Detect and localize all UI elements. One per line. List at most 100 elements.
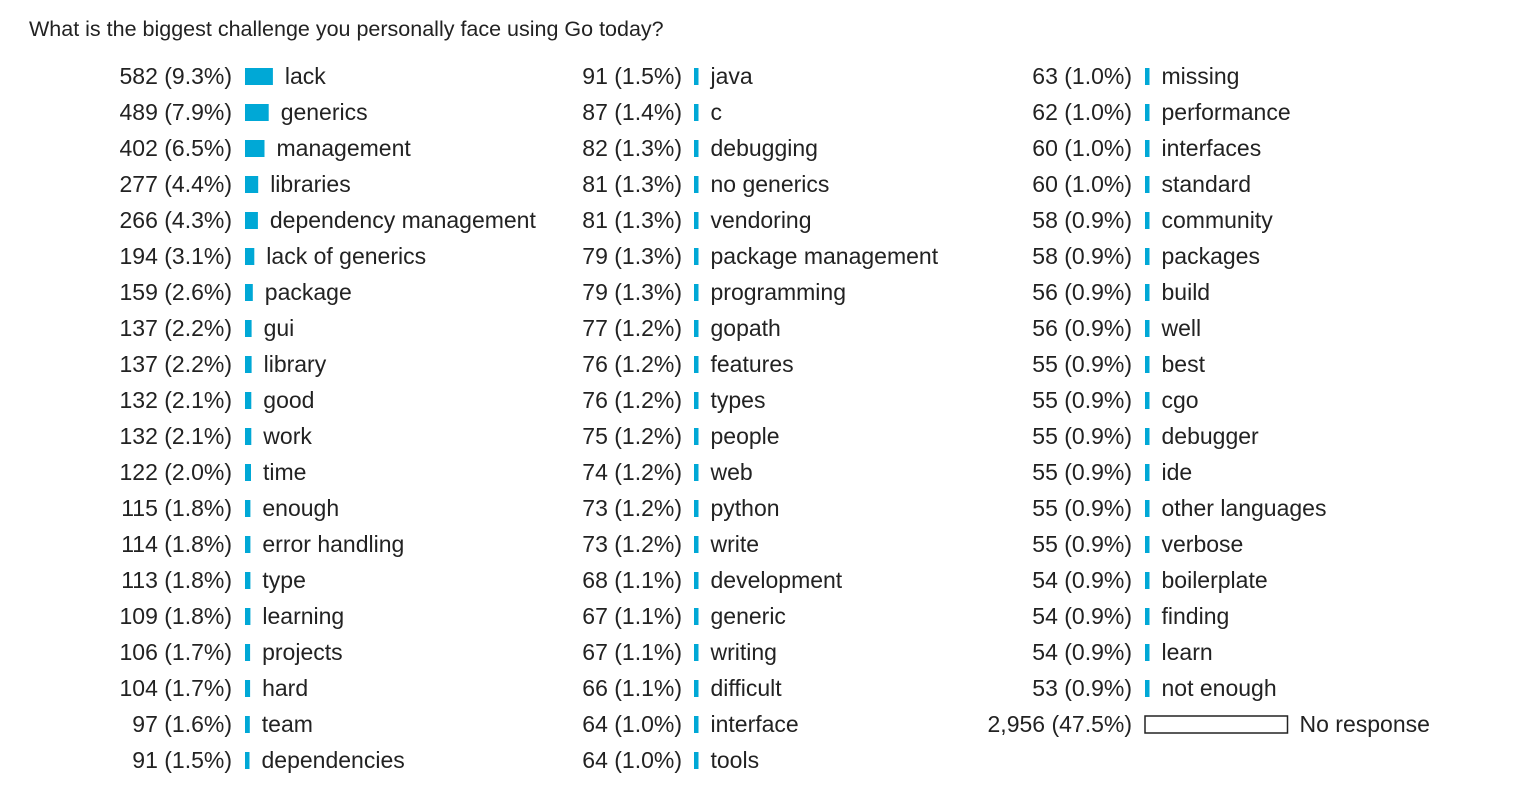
bar (245, 428, 252, 445)
bar (245, 248, 255, 265)
bar-row: 194 (3.1%) lack of generics (119, 243, 426, 269)
category-label: community (1162, 207, 1274, 233)
bar-row: 106 (1.7%) projects (119, 639, 342, 665)
category-label: best (1162, 351, 1206, 377)
category-label: difficult (711, 675, 783, 701)
bar (245, 644, 251, 661)
bar (1145, 320, 1150, 337)
bar-row: 114 (1.8%) error handling (121, 531, 404, 557)
category-label: learning (262, 603, 344, 629)
value-label: 114 (1.8%) (121, 531, 232, 557)
value-label: 60 (1.0%) (1032, 171, 1132, 197)
value-label: 54 (0.9%) (1032, 603, 1132, 629)
bar-row: 266 (4.3%) dependency management (119, 207, 536, 233)
bar (694, 752, 699, 769)
bar (245, 500, 251, 517)
value-label: 58 (0.9%) (1032, 207, 1132, 233)
category-label: performance (1162, 99, 1291, 125)
bar (245, 716, 250, 733)
category-label: error handling (262, 531, 404, 557)
value-label: 132 (2.1%) (119, 387, 232, 413)
value-label: 64 (1.0%) (582, 747, 682, 773)
value-label: 60 (1.0%) (1032, 135, 1132, 161)
value-label: 54 (0.9%) (1032, 567, 1132, 593)
bar-row: 91 (1.5%) java (582, 63, 753, 89)
category-label: c (711, 99, 723, 125)
value-label: 77 (1.2%) (582, 315, 682, 341)
category-label: writing (710, 639, 777, 665)
value-label: 74 (1.2%) (582, 459, 682, 485)
value-label: 79 (1.3%) (582, 279, 682, 305)
bar (694, 104, 699, 121)
value-label: 73 (1.2%) (582, 531, 682, 557)
bar (694, 644, 699, 661)
bar (1145, 428, 1150, 445)
bar (1145, 392, 1150, 409)
category-label: not enough (1162, 675, 1277, 701)
category-label: boilerplate (1162, 567, 1268, 593)
category-label: finding (1162, 603, 1230, 629)
category-label: package (265, 279, 352, 305)
bar-row: 402 (6.5%) management (119, 135, 411, 161)
value-label: 194 (3.1%) (119, 243, 232, 269)
category-label: good (263, 387, 314, 413)
value-label: 402 (6.5%) (119, 135, 232, 161)
bar (694, 716, 699, 733)
category-label: missing (1162, 63, 1240, 89)
value-label: 87 (1.4%) (582, 99, 682, 125)
no-response-bar (1144, 715, 1289, 734)
category-label: dependencies (262, 747, 405, 773)
bar-row: 73 (1.2%) python (582, 495, 779, 521)
category-label: vendoring (711, 207, 812, 233)
bar (694, 140, 699, 157)
bar-row: 56 (0.9%) build (1032, 279, 1210, 305)
category-label: well (1161, 315, 1202, 341)
bar-row: 54 (0.9%) boilerplate (1032, 567, 1267, 593)
category-label: gui (264, 315, 295, 341)
bar (694, 572, 699, 589)
bar-row: 582 (9.3%) lack (119, 63, 326, 89)
value-label: 97 (1.6%) (132, 711, 232, 737)
value-label: 277 (4.4%) (119, 171, 232, 197)
value-label: 137 (2.2%) (119, 315, 232, 341)
category-label: types (711, 387, 766, 413)
bar-row: 81 (1.3%) no generics (582, 171, 829, 197)
value-label: 56 (0.9%) (1032, 315, 1132, 341)
category-label: package management (711, 243, 939, 269)
bar (694, 608, 699, 625)
bar-row: 113 (1.8%) type (121, 567, 306, 593)
value-label: 81 (1.3%) (582, 207, 682, 233)
bar (694, 212, 699, 229)
value-label: 91 (1.5%) (132, 747, 232, 773)
category-label: python (711, 495, 780, 521)
bar (694, 500, 699, 517)
bar (245, 536, 251, 553)
bar-row: 2,956 (47.5%) No response (988, 711, 1430, 737)
category-label: programming (711, 279, 847, 305)
bar-row: 60 (1.0%) standard (1032, 171, 1251, 197)
value-label: 55 (0.9%) (1032, 423, 1132, 449)
value-label: 66 (1.1%) (582, 675, 682, 701)
value-label: 122 (2.0%) (119, 459, 232, 485)
bar (694, 68, 699, 85)
value-label: 582 (9.3%) (119, 63, 232, 89)
bar-row: 68 (1.1%) development (582, 567, 843, 593)
value-label: 55 (0.9%) (1032, 531, 1132, 557)
bar-row: 97 (1.6%) team (132, 711, 313, 737)
bar (245, 356, 252, 373)
category-label: tools (711, 747, 760, 773)
bar-row: 63 (1.0%) missing (1032, 63, 1239, 89)
bar-row: 76 (1.2%) features (582, 351, 793, 377)
category-label: debugger (1162, 423, 1260, 449)
value-label: 55 (0.9%) (1032, 495, 1132, 521)
value-label: 58 (0.9%) (1032, 243, 1132, 269)
bar (694, 464, 699, 481)
bar (1145, 284, 1150, 301)
value-label: 137 (2.2%) (119, 351, 232, 377)
bar (245, 392, 252, 409)
bar-row: 60 (1.0%) interfaces (1032, 135, 1261, 161)
value-label: 76 (1.2%) (582, 387, 682, 413)
value-label: 67 (1.1%) (582, 639, 682, 665)
value-label: 56 (0.9%) (1032, 279, 1132, 305)
